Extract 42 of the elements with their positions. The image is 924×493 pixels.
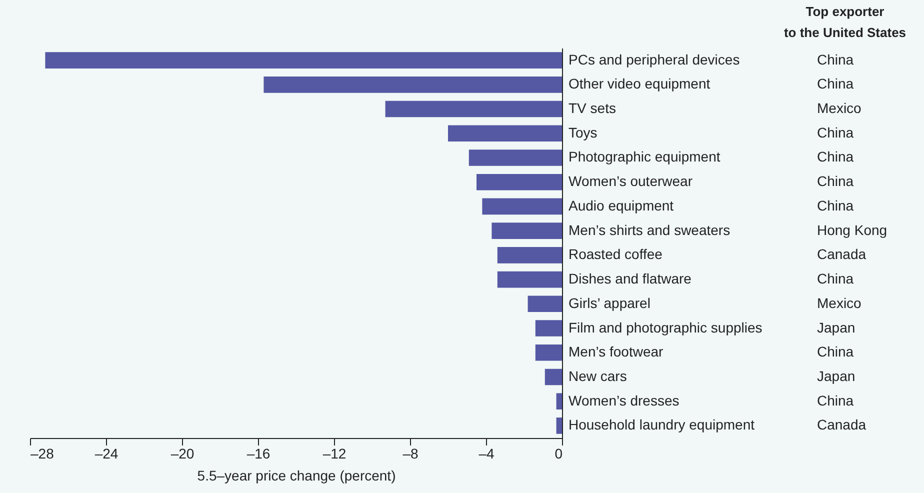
y2-tick-label: Japan bbox=[817, 368, 856, 384]
y-tick-label: TV sets bbox=[568, 100, 616, 116]
y-tick-label: Household laundry equipment bbox=[568, 416, 755, 433]
y-tick-label: Men’s footwear bbox=[568, 344, 664, 360]
y-tick-label: New cars bbox=[568, 368, 627, 384]
y2-tick-label: China bbox=[817, 392, 854, 408]
y-tick-label: Dishes and flatware bbox=[568, 270, 692, 287]
y-tick-label: Girls’ apparel bbox=[568, 294, 650, 311]
y2-axis-title: Top exporter to the United States bbox=[784, 4, 906, 40]
y2-tick-label: Mexico bbox=[817, 100, 862, 116]
y2-tick-label: Japan bbox=[817, 319, 856, 336]
y-tick-label: Audio equipment bbox=[568, 197, 674, 214]
x-tick-label: –12 bbox=[322, 446, 346, 462]
y2-tick-label: China bbox=[817, 124, 854, 140]
y-tick-label: Toys bbox=[568, 124, 598, 140]
x-tick-label: –20 bbox=[170, 446, 194, 462]
x-tick-label: –16 bbox=[246, 446, 270, 462]
y2-tick-label: China bbox=[817, 148, 854, 165]
y-tick-label: Photographic equipment bbox=[568, 148, 720, 165]
x-tick-label: 0 bbox=[554, 446, 563, 462]
x-axis-title: 5.5–year price change (percent) bbox=[197, 468, 396, 484]
y-tick-label: Men’s shirts and sweaters bbox=[568, 222, 730, 238]
y2-tick-label: Mexico bbox=[817, 294, 862, 311]
y2-tick-label: China bbox=[817, 51, 854, 68]
y2-tick-label: China bbox=[817, 76, 854, 92]
x-tick-label: –8 bbox=[402, 446, 418, 462]
y2-tick-label: China bbox=[817, 344, 854, 360]
y2-tick-label: Hong Kong bbox=[817, 222, 888, 238]
x-tick-label: –4 bbox=[478, 446, 494, 462]
y2-tick-label: Canada bbox=[817, 246, 866, 262]
y-tick-label: Other video equipment bbox=[568, 76, 710, 92]
x-tick-label: –24 bbox=[94, 446, 118, 462]
y-tick-label: Women’s dresses bbox=[568, 392, 680, 408]
y2-tick-label: China bbox=[817, 173, 854, 190]
y2-tick-label: China bbox=[817, 197, 854, 214]
y2-tick-label: Canada bbox=[817, 416, 866, 433]
y-tick-label: Roasted coffee bbox=[568, 246, 663, 262]
x-tick-label: –28 bbox=[30, 446, 54, 462]
y-tick-label: Women’s outerwear bbox=[568, 173, 693, 190]
y-tick-label: Film and photographic supplies bbox=[568, 319, 762, 336]
y2-tick-label: China bbox=[817, 270, 854, 287]
y-tick-label: PCs and peripheral devices bbox=[568, 51, 740, 68]
